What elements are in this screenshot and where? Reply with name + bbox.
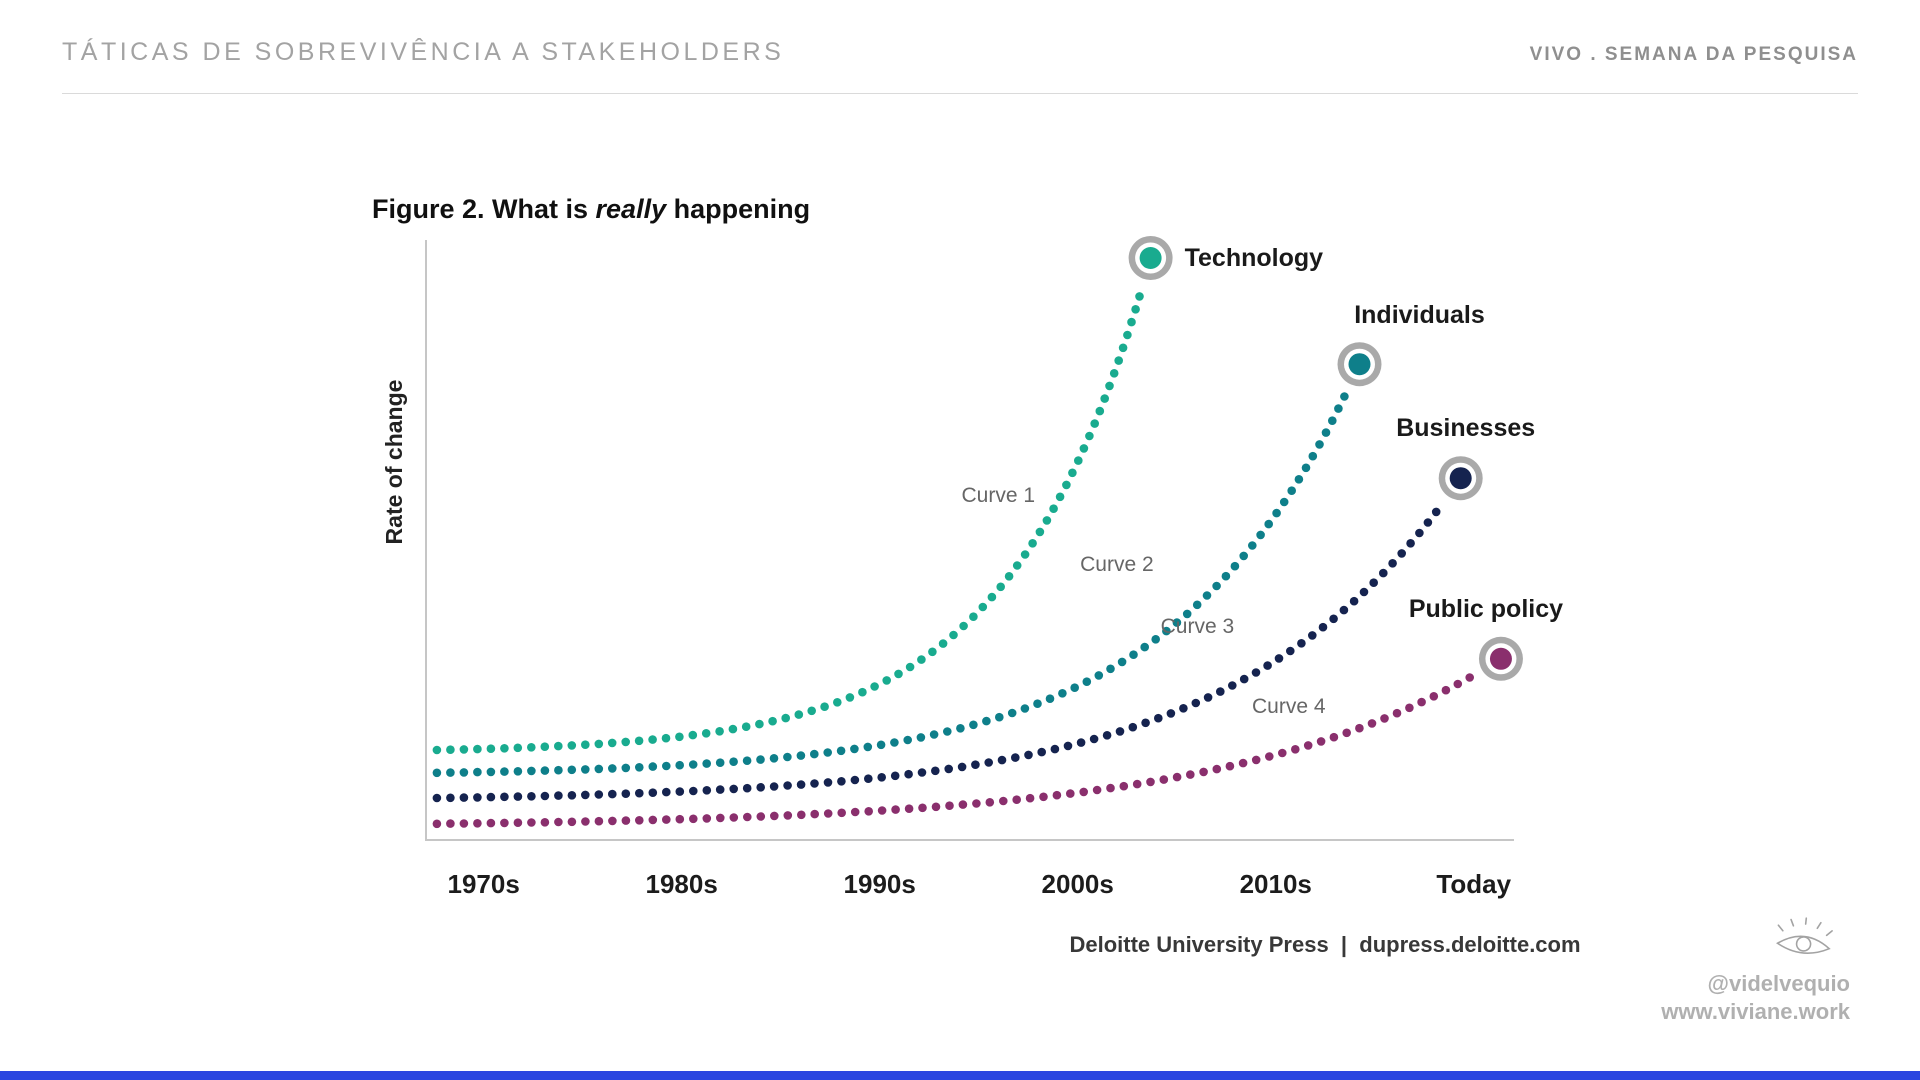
social-website: www.viviane.work [1661, 999, 1850, 1024]
y-axis-label: Rate of change [381, 380, 407, 545]
x-tick-1970s: 1970s [448, 869, 520, 899]
figure-title-italic: really [595, 194, 667, 224]
x-tick-2000s: 2000s [1042, 869, 1114, 899]
curve-4-label: Curve 4 [1252, 695, 1326, 718]
bottom-accent-bar [0, 1071, 1920, 1080]
curve-4-dots-public-policy [432, 673, 1474, 829]
technology-label: Technology [1185, 244, 1324, 272]
curve-1-label: Curve 1 [962, 484, 1036, 507]
axes [425, 240, 1514, 841]
technology-endpoint-marker [1128, 236, 1173, 280]
social-links: @videlvequio www.viviane.work [1661, 970, 1850, 1026]
header-divider [62, 93, 1858, 94]
curve-2-label: Curve 2 [1080, 553, 1154, 576]
x-tick-1990s: 1990s [844, 869, 916, 899]
x-axis-tick-labels: 1970s 1980s 1990s 2000s 2010s Today [448, 869, 1512, 899]
individuals-endpoint-marker [1337, 342, 1382, 387]
public-policy-label: Public policy [1409, 595, 1563, 623]
businesses-endpoint-marker [1438, 456, 1483, 501]
figure-title-prefix: Figure 2. What is [372, 194, 596, 224]
individuals-label: Individuals [1354, 301, 1485, 329]
figure-title: Figure 2. What is really happening [372, 194, 810, 225]
curve-3-label: Curve 3 [1161, 615, 1235, 638]
slide-header-title: TÁTICAS DE SOBREVIVÊNCIA A STAKEHOLDERS [62, 38, 785, 66]
eye-icon [1770, 913, 1839, 967]
source-credit: Deloitte University Press | dupress.delo… [1069, 932, 1581, 957]
x-tick-today: Today [1436, 869, 1511, 899]
x-tick-1980s: 1980s [646, 869, 718, 899]
figure-title-suffix: happening [666, 194, 811, 224]
businesses-label: Businesses [1396, 414, 1535, 442]
curve-2-dots-individuals [432, 392, 1349, 778]
slide-header-event: VIVO . SEMANA DA PESQUISA [1529, 44, 1858, 65]
curve-1-dots-technology [432, 292, 1144, 755]
public-policy-endpoint-marker [1478, 636, 1523, 681]
curve-3-dots-businesses [432, 507, 1441, 803]
x-tick-2010s: 2010s [1240, 869, 1312, 899]
social-handle: @videlvequio [1707, 971, 1850, 996]
